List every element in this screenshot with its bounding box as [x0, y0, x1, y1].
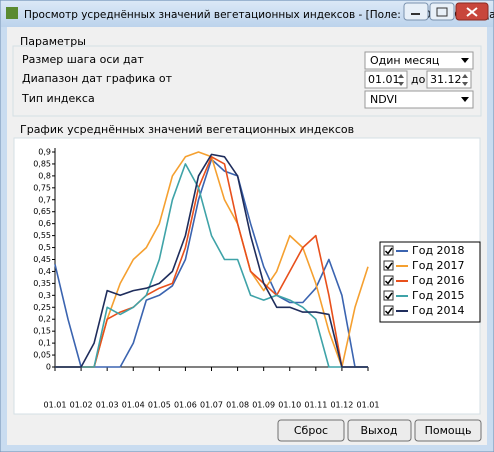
checkmark — [384, 292, 393, 300]
legend-checkbox[interactable] — [383, 260, 394, 271]
x-tick-label: 01.08 — [226, 401, 249, 410]
legend-checkbox[interactable] — [383, 245, 394, 256]
y-tick-label: 0,65 — [33, 207, 51, 216]
y-tick-label: 0,05 — [33, 351, 51, 360]
close-icon — [466, 7, 478, 17]
x-tick-label: 01.11 — [304, 401, 327, 410]
x-tick-label: 01.12 — [330, 401, 353, 410]
y-tick-label: 0,5 — [38, 243, 51, 252]
y-tick-label: 0,7 — [38, 195, 51, 204]
legend-checkbox[interactable] — [383, 290, 394, 301]
label: Диапазон дат графика от — [22, 72, 173, 85]
x-tick-label: 01.01 — [44, 401, 67, 410]
combobox[interactable] — [364, 51, 474, 70]
label: Размер шага оси дат — [22, 53, 144, 66]
y-tick-label: 0,45 — [33, 255, 51, 264]
combobox-value: NDVI — [370, 93, 397, 106]
spin-arrows — [398, 74, 404, 86]
y-tick-label: 0,15 — [33, 327, 51, 336]
button-label: Выход — [360, 424, 397, 437]
checkmark — [384, 262, 393, 270]
maximize-button[interactable] — [429, 2, 455, 21]
combobox[interactable] — [364, 90, 474, 109]
legend-label: Год 2017 — [412, 259, 465, 272]
dropdown-arrow — [461, 97, 469, 102]
y-tick-label: 0,85 — [33, 159, 51, 168]
series-line — [55, 163, 368, 368]
checkmark — [384, 277, 393, 285]
y-tick-label: 0,2 — [38, 315, 51, 324]
y-tick-label: 0,25 — [33, 303, 51, 312]
y-tick-label: 0,9 — [38, 148, 51, 157]
legend-label: Год 2014 — [412, 304, 465, 317]
window-title: Просмотр усреднённых значений вегетацион… — [24, 9, 494, 21]
series-line — [55, 153, 368, 368]
legend-label: Год 2015 — [412, 289, 465, 302]
x-tick-label: 01.04 — [122, 401, 145, 410]
legend-checkbox[interactable] — [383, 275, 394, 286]
button-label: Сброс — [294, 424, 328, 437]
app-icon — [6, 7, 18, 19]
x-tick-label: 01.10 — [278, 401, 301, 410]
parameters-group — [12, 45, 482, 117]
help-button[interactable] — [414, 419, 482, 442]
x-tick-label: 01.05 — [148, 401, 171, 410]
y-tick-label: 0,3 — [38, 291, 51, 300]
legend-checkbox[interactable] — [383, 305, 394, 316]
series-line — [55, 156, 368, 368]
x-tick-label: 01.01 — [357, 401, 380, 410]
x-tick-label: 01.03 — [96, 401, 119, 410]
y-tick-label: 0,6 — [38, 219, 51, 228]
y-tick-label: 0,35 — [33, 279, 51, 288]
checkmark — [384, 307, 393, 315]
combobox-value: Один месяц — [370, 54, 439, 67]
x-tick-label: 01.07 — [200, 401, 223, 410]
maximize-icon — [436, 7, 448, 17]
legend-label: Год 2016 — [412, 274, 465, 287]
spinbox[interactable] — [364, 70, 408, 89]
x-tick-label: 01.02 — [70, 401, 93, 410]
label: Тип индекса — [21, 92, 95, 105]
y-tick-label: 0,8 — [38, 171, 51, 180]
spinbox-value: 01.01 — [368, 73, 400, 86]
spinbox[interactable] — [426, 70, 472, 89]
spinbox-value: 31.12 — [430, 73, 462, 86]
checkmark — [384, 247, 393, 255]
button-label: Помощь — [425, 424, 472, 437]
chart-title: График усреднённых значений вегетационны… — [20, 123, 354, 136]
y-tick-label: 0,4 — [38, 267, 51, 276]
dropdown-arrow — [461, 58, 469, 63]
y-tick-label: 0 — [46, 363, 51, 372]
reset-button[interactable] — [277, 419, 345, 442]
label: до — [411, 73, 426, 86]
minimize-button[interactable] — [403, 2, 429, 21]
group-title: Параметры — [20, 35, 86, 48]
legend-label: Год 2018 — [412, 244, 465, 257]
y-tick-label: 0,1 — [38, 339, 51, 348]
y-tick-label: 0,55 — [33, 231, 51, 240]
y-tick-label: 0,75 — [33, 183, 51, 192]
x-tick-label: 01.09 — [252, 401, 275, 410]
spin-arrows — [462, 74, 468, 86]
exit-button[interactable] — [347, 419, 412, 442]
x-tick-label: 01.06 — [174, 401, 197, 410]
